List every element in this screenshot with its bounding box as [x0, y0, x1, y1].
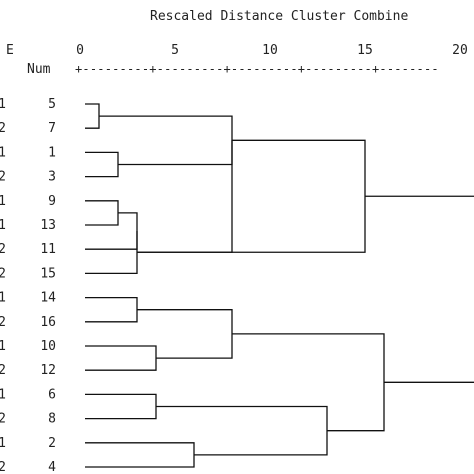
leaf-case-number: 14	[40, 291, 56, 306]
axis-tick-labels: 0 5 10 15 20	[76, 43, 468, 58]
dendrogram-links	[85, 103, 474, 468]
leaf-case-number: 2	[48, 436, 56, 451]
leaf-case-number: 11	[40, 242, 56, 257]
leaf-case-number: 15	[40, 266, 56, 281]
leaf-group-label: 2	[0, 266, 6, 281]
leaf-group-label: 1	[0, 97, 6, 112]
axis-scale-line: +---------+---------+---------+---------…	[75, 62, 439, 76]
dendrogram-link-m1	[85, 103, 100, 129]
leaf-case-number: 9	[48, 194, 56, 209]
leaf-group-label: 2	[0, 121, 6, 136]
leaf-group-label: 1	[0, 145, 6, 160]
leaf-case-number: 6	[48, 387, 56, 402]
dendrogram-link-m13	[156, 405, 328, 456]
leaf-rows: 1 52 71 12 31 91 132 112 151 142 161 102 121 62 81 22 4	[0, 97, 56, 474]
leaf-case-number: 12	[40, 363, 56, 378]
leaf-group-label: 1	[0, 194, 6, 209]
dendrogram-link-m12	[85, 442, 195, 468]
leaf-group-label: 2	[0, 242, 6, 257]
chart-title: Rescaled Distance Cluster Combine	[150, 9, 408, 24]
dendrogram-link-m4	[85, 212, 138, 250]
axis-tick-label-0: 0	[76, 43, 84, 58]
leaf-group-label: 2	[0, 363, 6, 378]
leaf-case-number: 13	[40, 218, 56, 233]
dendrogram-link-m16	[365, 195, 474, 383]
axis-tick-label-5: 5	[171, 43, 179, 58]
leaf-group-label: 1	[0, 291, 6, 306]
leaf-group-label: 2	[0, 170, 6, 185]
dendrogram-link-m14	[232, 333, 385, 432]
dendrogram-link-m5	[85, 231, 138, 275]
num-column-header: Num	[27, 62, 51, 77]
axis-tick-label-15: 15	[357, 43, 373, 58]
dendrogram-link-m2	[85, 151, 119, 178]
dendrogram-link-m11	[85, 393, 157, 420]
axis-tick-label-10: 10	[262, 43, 278, 58]
dendrogram-link-m10	[137, 309, 233, 359]
dendrogram-link-m15	[137, 139, 366, 253]
leaf-group-label: 1	[0, 436, 6, 451]
leaf-case-number: 5	[48, 97, 56, 112]
leaf-case-number: 4	[48, 460, 56, 474]
dendrogram-link-m9	[85, 345, 157, 371]
label-column-header: E	[6, 43, 14, 58]
leaf-case-number: 8	[48, 412, 56, 427]
dendrogram-link-m7	[137, 140, 233, 253]
leaf-case-number: 3	[48, 170, 56, 185]
leaf-case-number: 16	[40, 315, 56, 330]
leaf-group-label: 1	[0, 218, 6, 233]
axis-tick-label-20: 20	[452, 43, 468, 58]
leaf-case-number: 10	[40, 339, 56, 354]
leaf-case-number: 7	[48, 121, 56, 136]
leaf-group-label: 1	[0, 339, 6, 354]
leaf-case-number: 1	[48, 145, 56, 160]
dendrogram-link-m6	[99, 115, 233, 166]
dendrogram-link-m8	[85, 296, 138, 323]
leaf-group-label: 2	[0, 460, 6, 474]
dendrogram-link-m3	[85, 200, 119, 226]
leaf-group-label: 1	[0, 387, 6, 402]
leaf-group-label: 2	[0, 315, 6, 330]
leaf-group-label: 2	[0, 412, 6, 427]
